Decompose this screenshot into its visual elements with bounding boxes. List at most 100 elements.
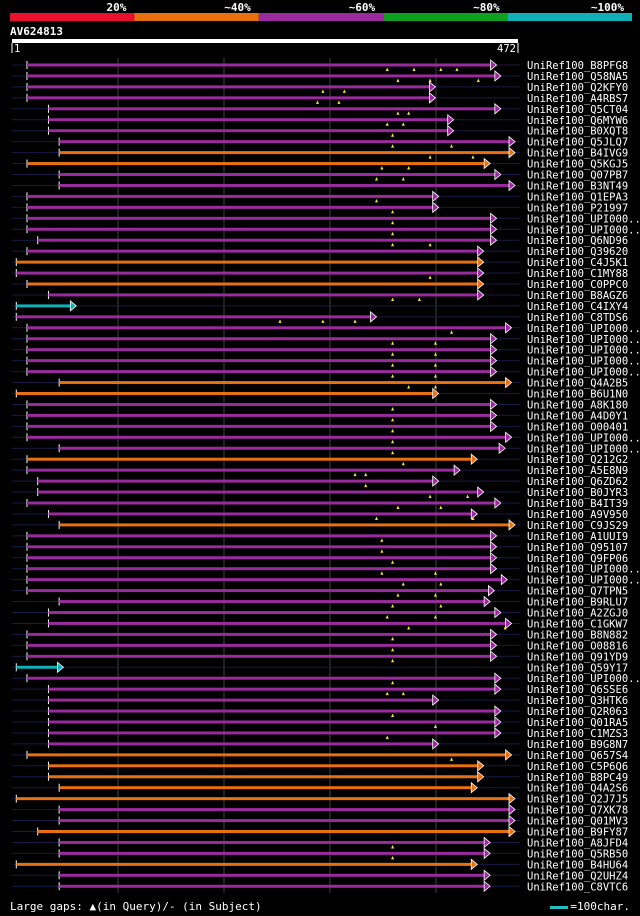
hit-row: UniRef100_Q91YD9 xyxy=(12,650,628,663)
hit-label: UniRef100_Q91YD9 xyxy=(527,651,628,663)
hit-row: UniRef100_C9JS29 xyxy=(12,519,628,532)
hit-row: UniRef100_UPI000... xyxy=(12,223,640,236)
hit-bar xyxy=(59,151,511,155)
gap-marker xyxy=(396,505,400,509)
hit-end-arrow xyxy=(470,453,478,466)
gap-marker xyxy=(364,472,368,477)
hit-end-arrow xyxy=(508,135,516,148)
hit-bar xyxy=(27,194,435,198)
hit-label: UniRef100_O00401 xyxy=(527,421,628,433)
hit-row: UniRef100_O00401 xyxy=(12,420,628,433)
hit-label: UniRef100_Q2KFY0 xyxy=(527,82,628,94)
hit-bar xyxy=(16,862,474,866)
hit-bar xyxy=(27,556,493,560)
hit-label: UniRef100_UPI000... xyxy=(527,224,640,236)
hit-row: UniRef100_UPI000... xyxy=(12,332,640,346)
hit-label: UniRef100_UPI000... xyxy=(527,356,640,368)
hit-label: UniRef100_B6U1N0 xyxy=(527,389,628,401)
hit-end-arrow xyxy=(494,727,502,739)
hit-end-arrow xyxy=(494,497,502,509)
hit-bar xyxy=(27,424,493,428)
hit-label: UniRef100_UPI000... xyxy=(527,323,640,335)
hit-label: UniRef100_B9G8N7 xyxy=(527,739,628,751)
hit-label: UniRef100_UPI000... xyxy=(527,673,640,685)
hit-end-arrow xyxy=(429,81,437,93)
hit-bar xyxy=(27,249,480,253)
hit-row: UniRef100_C1GKW7 xyxy=(12,617,628,630)
hit-label: UniRef100_Q3HTK6 xyxy=(527,695,628,707)
hit-row: UniRef100_Q1EPA3 xyxy=(12,190,628,203)
hit-end-arrow xyxy=(477,267,485,279)
hit-row: UniRef100_Q4A2S6 xyxy=(12,781,628,795)
hit-row: UniRef100_UPI000... xyxy=(12,365,640,379)
hit-label: UniRef100_Q39620 xyxy=(527,246,628,258)
hit-end-arrow xyxy=(494,716,502,728)
hit-row: UniRef100_A9V950 xyxy=(12,508,628,521)
hit-label: UniRef100_Q01RA5 xyxy=(527,717,628,729)
hit-label: UniRef100_A8K180 xyxy=(527,399,628,411)
gap-marker xyxy=(401,582,405,586)
hit-bar xyxy=(48,118,450,122)
hit-label: UniRef100_A5E8N9 xyxy=(527,465,628,477)
gap-marker xyxy=(342,89,346,93)
hit-end-arrow xyxy=(490,343,498,356)
gap-marker xyxy=(433,615,437,619)
hit-end-arrow xyxy=(470,858,478,871)
hit-label: UniRef100_A1UUI9 xyxy=(527,531,628,543)
hit-label: UniRef100_C5P6Q6 xyxy=(527,761,628,773)
hit-row: UniRef100_Q01MV3 xyxy=(12,814,628,828)
hit-end-arrow xyxy=(505,431,513,444)
hit-bar xyxy=(59,173,497,176)
hit-end-arrow xyxy=(490,650,498,663)
query-id: AV624813 xyxy=(10,25,63,38)
hit-row: UniRef100_C1MY88 xyxy=(12,267,628,280)
scale-bar xyxy=(550,905,569,909)
gap-marker xyxy=(466,494,470,499)
hit-bar xyxy=(27,534,493,538)
hit-label: UniRef100_Q2UHZ4 xyxy=(527,870,628,882)
hit-end-arrow xyxy=(432,694,440,706)
hit-bar xyxy=(27,413,493,417)
hit-bar xyxy=(59,523,511,527)
hit-label: UniRef100_Q5JLQ7 xyxy=(527,137,628,149)
hit-end-arrow xyxy=(477,759,485,772)
gap-marker xyxy=(428,78,432,82)
hit-bar xyxy=(27,348,493,352)
gap-marker xyxy=(316,100,320,104)
hit-end-arrow xyxy=(490,551,498,564)
hit-end-arrow xyxy=(490,420,498,433)
hit-end-arrow xyxy=(490,59,498,71)
gap-marker xyxy=(385,122,389,126)
hit-row: UniRef100_Q212G2 xyxy=(12,453,628,466)
gap-marker xyxy=(455,67,459,71)
gap-marker xyxy=(391,855,395,860)
hit-bar xyxy=(59,446,502,450)
gap-marker xyxy=(391,341,395,345)
hit-bar xyxy=(48,731,497,735)
hit-bar xyxy=(59,140,511,144)
hit-row: UniRef100_Q2KFY0 xyxy=(12,81,628,94)
gap-marker xyxy=(391,209,395,214)
query-bar xyxy=(12,39,518,43)
hit-label: UniRef100_Q07PB7 xyxy=(527,170,628,182)
hit-label: UniRef100_B9FY87 xyxy=(527,827,628,839)
gap-marker xyxy=(471,516,475,520)
hit-row: UniRef100_C0PPC0 xyxy=(12,278,628,291)
hit-bar xyxy=(27,676,497,680)
hit-end-arrow xyxy=(508,179,516,192)
hit-label: UniRef100_Q6ZD62 xyxy=(527,476,628,488)
hit-bar xyxy=(59,600,487,604)
hit-bar xyxy=(59,884,487,888)
gap-marker xyxy=(337,100,341,104)
hit-end-arrow xyxy=(483,836,491,849)
gap-marker xyxy=(391,231,395,236)
hit-label: UniRef100_B4IVG9 xyxy=(527,148,628,160)
hit-bar xyxy=(59,183,511,187)
hit-end-arrow xyxy=(505,617,513,630)
gap-marker xyxy=(407,625,411,630)
hit-bar xyxy=(27,326,508,330)
hit-end-arrow xyxy=(432,387,440,400)
hit-label: UniRef100_Q2R063 xyxy=(527,706,628,718)
color-scale-label: ~80% xyxy=(473,1,500,14)
hit-row: UniRef100_B0XQT8 xyxy=(12,124,628,138)
